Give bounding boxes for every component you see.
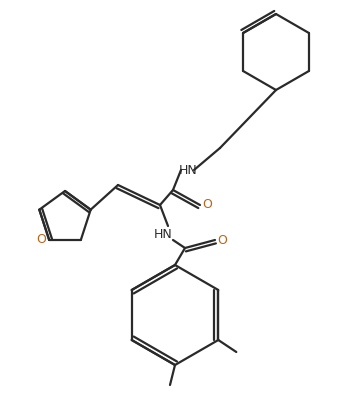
Text: O: O [36, 233, 46, 246]
Text: O: O [202, 198, 212, 211]
Text: O: O [217, 233, 227, 247]
Text: HN: HN [179, 164, 197, 176]
Text: HN: HN [154, 227, 172, 241]
